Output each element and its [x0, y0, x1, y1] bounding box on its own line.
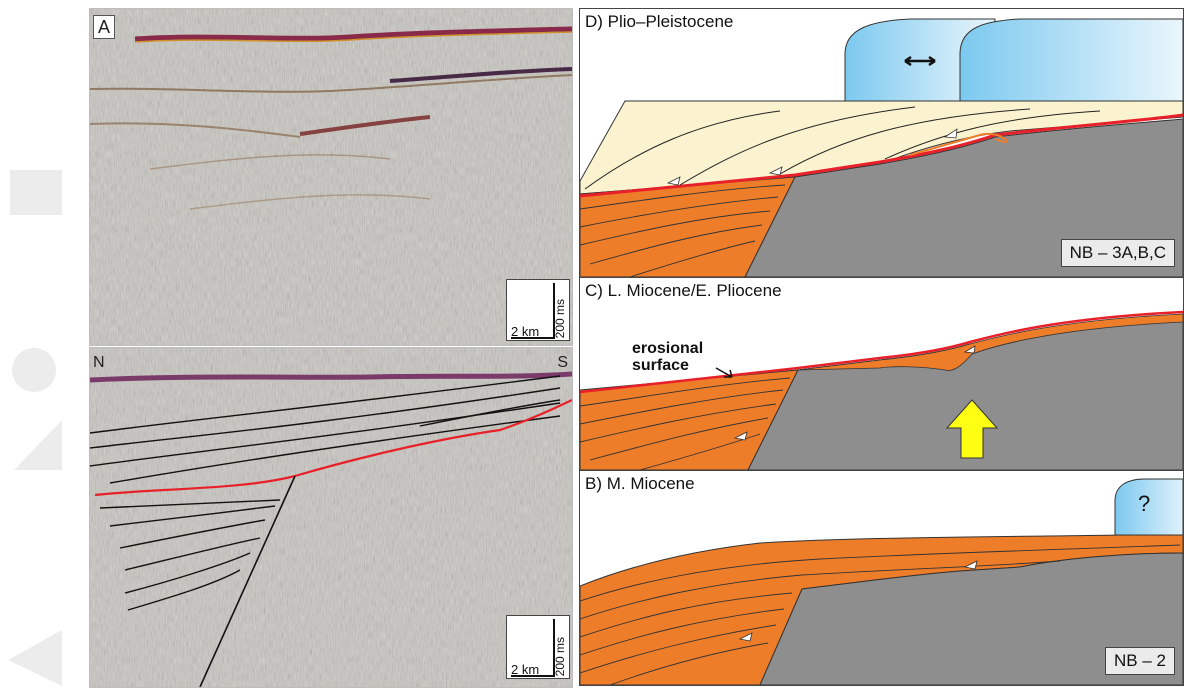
- orange-layering-b: [580, 544, 1181, 685]
- stage-c-title: C) L. Miocene/E. Pliocene: [585, 281, 782, 300]
- seismic-a-image: [90, 9, 572, 345]
- annotation-line2: surface: [632, 357, 689, 374]
- stage-d-code: NB – 3A,B,C: [1060, 239, 1175, 267]
- stage-d-cartoon: D) Plio–Pleistocene NB – 3A,B,C: [579, 8, 1184, 278]
- stage-b-code: NB – 2: [1105, 647, 1175, 675]
- red-unconformity: [94, 399, 572, 497]
- scale-bar-b-horizontal: [511, 675, 553, 677]
- seismic-panel-a: A 2 km 200 ms: [89, 8, 573, 346]
- watermark-wedge-shape: [14, 420, 62, 470]
- red-unconformity-c: [580, 310, 1183, 394]
- stage-d-drawing: [580, 18, 1183, 277]
- watermark-triangle-shape: [8, 630, 62, 686]
- label-south: S: [557, 354, 568, 371]
- orange-cap-c: [797, 313, 1183, 371]
- seafloor-reflector: [134, 26, 572, 42]
- watermark-bar-shape: [10, 170, 62, 215]
- scale-bar-a: 2 km 200 ms: [506, 279, 570, 341]
- normal-fault: [199, 475, 296, 687]
- stage-d-title: D) Plio–Pleistocene: [585, 12, 734, 31]
- orange-layering-d: [580, 184, 786, 277]
- erosional-surface-pointer: [715, 367, 733, 378]
- double-arrow-icon: [904, 55, 936, 67]
- watermark-shapes: [8, 170, 62, 686]
- gray-basement: [744, 118, 1183, 277]
- scale-b-ms-label: 200 ms: [553, 636, 567, 676]
- ice-sheet-right: [959, 18, 1183, 102]
- scale-a-km-label: 2 km: [511, 324, 540, 339]
- scale-b-km-label: 2 km: [511, 662, 540, 677]
- stage-b-title: B) M. Miocene: [585, 474, 695, 493]
- seismic-panel-b: N S 2 km 200 ms: [89, 347, 573, 688]
- scale-a-ms-label: 200 ms: [553, 298, 567, 338]
- panel-a-label: A: [93, 15, 116, 39]
- orange-layering-c: [580, 377, 791, 470]
- watermark-circle-shape: [12, 348, 56, 392]
- cream-clinoforms: [584, 106, 1101, 190]
- seismic-b-image: [90, 348, 572, 687]
- ice-cap-b: [1114, 478, 1183, 536]
- uplift-arrow-icon: [945, 399, 999, 459]
- label-north: N: [93, 354, 105, 371]
- unknown-question-mark: ?: [1138, 491, 1151, 516]
- erosional-surface-annotation: erosional surface: [632, 340, 703, 374]
- stage-b-drawing: [580, 478, 1183, 685]
- scale-bar-a-horizontal: [511, 337, 553, 339]
- interpreted-horizons-lower: [99, 499, 281, 611]
- interpreted-horizons-upper: [90, 375, 561, 484]
- scale-bar-b: 2 km 200 ms: [506, 615, 570, 679]
- gray-basement-b: [759, 552, 1183, 685]
- scale-bar-a-vertical: [553, 283, 555, 339]
- annotation-line1: erosional: [632, 340, 704, 357]
- stage-b-cartoon: B) M. Miocene ? NB – 2: [579, 470, 1184, 686]
- stage-c-cartoon: C) L. Miocene/E. Pliocene erosional surf…: [579, 277, 1184, 471]
- scale-bar-b-vertical: [553, 619, 555, 677]
- seafloor-reflector-b: [90, 371, 572, 383]
- stage-c-drawing: [580, 310, 1183, 470]
